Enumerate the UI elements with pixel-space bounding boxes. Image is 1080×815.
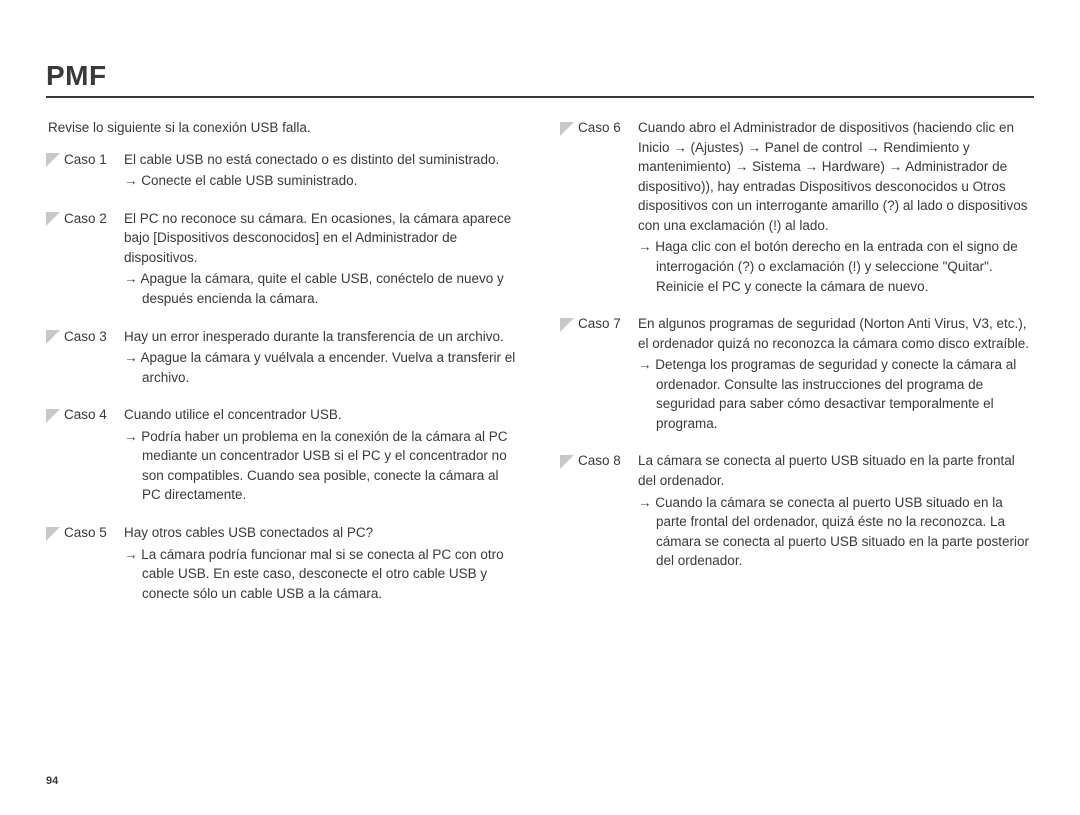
triangle-icon (46, 330, 60, 344)
triangle-icon (46, 153, 60, 167)
case-label-wrap: Caso 2 (46, 209, 124, 229)
case-solution: → Conecte el cable USB suministrado. (124, 171, 520, 191)
case-label-wrap: Caso 1 (46, 150, 124, 170)
case-body: Hay otros cables USB conectados al PC? →… (124, 523, 520, 603)
case-row: Caso 6 Cuando abro el Administrador de d… (560, 118, 1034, 296)
triangle-icon (560, 455, 574, 469)
case-body: Cuando utilice el concentrador USB. → Po… (124, 405, 520, 505)
case-label-wrap: Caso 6 (560, 118, 638, 138)
case-desc: La cámara se conecta al puerto USB situa… (638, 451, 1034, 490)
page-number: 94 (46, 775, 58, 787)
case-label: Caso 4 (64, 405, 107, 425)
case-body: En algunos programas de seguridad (Norto… (638, 314, 1034, 433)
triangle-icon (560, 318, 574, 332)
case-solution: → Podría haber un problema en la conexió… (124, 427, 520, 505)
case-label: Caso 6 (578, 118, 621, 138)
case-desc: El cable USB no está conectado o es dist… (124, 150, 520, 170)
case-solution: → Detenga los programas de seguridad y c… (638, 355, 1034, 433)
content-columns: Revise lo siguiente si la conexión USB f… (46, 118, 1034, 621)
case-solution: → Apague la cámara y vuélvala a encender… (124, 348, 520, 387)
case-label-wrap: Caso 7 (560, 314, 638, 334)
case-desc: Cuando abro el Administrador de disposit… (638, 118, 1034, 235)
case-row: Caso 3 Hay un error inesperado durante l… (46, 327, 520, 388)
case-row: Caso 7 En algunos programas de seguridad… (560, 314, 1034, 433)
case-desc: Hay un error inesperado durante la trans… (124, 327, 520, 347)
case-body: El cable USB no está conectado o es dist… (124, 150, 520, 191)
case-row: Caso 8 La cámara se conecta al puerto US… (560, 451, 1034, 570)
triangle-icon (46, 409, 60, 423)
case-label: Caso 1 (64, 150, 107, 170)
case-desc: El PC no reconoce su cámara. En ocasione… (124, 209, 520, 268)
case-solution: → La cámara podría funcionar mal si se c… (124, 545, 520, 604)
left-column: Revise lo siguiente si la conexión USB f… (46, 118, 520, 621)
case-label: Caso 5 (64, 523, 107, 543)
case-label-wrap: Caso 5 (46, 523, 124, 543)
case-solution: → Apague la cámara, quite el cable USB, … (124, 269, 520, 308)
case-row: Caso 2 El PC no reconoce su cámara. En o… (46, 209, 520, 309)
intro-text: Revise lo siguiente si la conexión USB f… (46, 118, 520, 138)
case-solution: → Cuando la cámara se conecta al puerto … (638, 493, 1034, 571)
case-body: La cámara se conecta al puerto USB situa… (638, 451, 1034, 570)
page-title: PMF (46, 60, 1034, 98)
case-desc: Cuando utilice el concentrador USB. (124, 405, 520, 425)
case-label: Caso 2 (64, 209, 107, 229)
case-body: El PC no reconoce su cámara. En ocasione… (124, 209, 520, 309)
case-label: Caso 3 (64, 327, 107, 347)
case-row: Caso 1 El cable USB no está conectado o … (46, 150, 520, 191)
case-label: Caso 8 (578, 451, 621, 471)
case-row: Caso 5 Hay otros cables USB conectados a… (46, 523, 520, 603)
triangle-icon (560, 122, 574, 136)
case-body: Cuando abro el Administrador de disposit… (638, 118, 1034, 296)
case-body: Hay un error inesperado durante la trans… (124, 327, 520, 388)
case-desc: Hay otros cables USB conectados al PC? (124, 523, 520, 543)
case-label-wrap: Caso 3 (46, 327, 124, 347)
case-label-wrap: Caso 4 (46, 405, 124, 425)
right-column: Caso 6 Cuando abro el Administrador de d… (560, 118, 1034, 621)
case-row: Caso 4 Cuando utilice el concentrador US… (46, 405, 520, 505)
triangle-icon (46, 212, 60, 226)
case-solution: → Haga clic con el botón derecho en la e… (638, 237, 1034, 296)
case-label: Caso 7 (578, 314, 621, 334)
case-desc: En algunos programas de seguridad (Norto… (638, 314, 1034, 353)
case-label-wrap: Caso 8 (560, 451, 638, 471)
triangle-icon (46, 527, 60, 541)
